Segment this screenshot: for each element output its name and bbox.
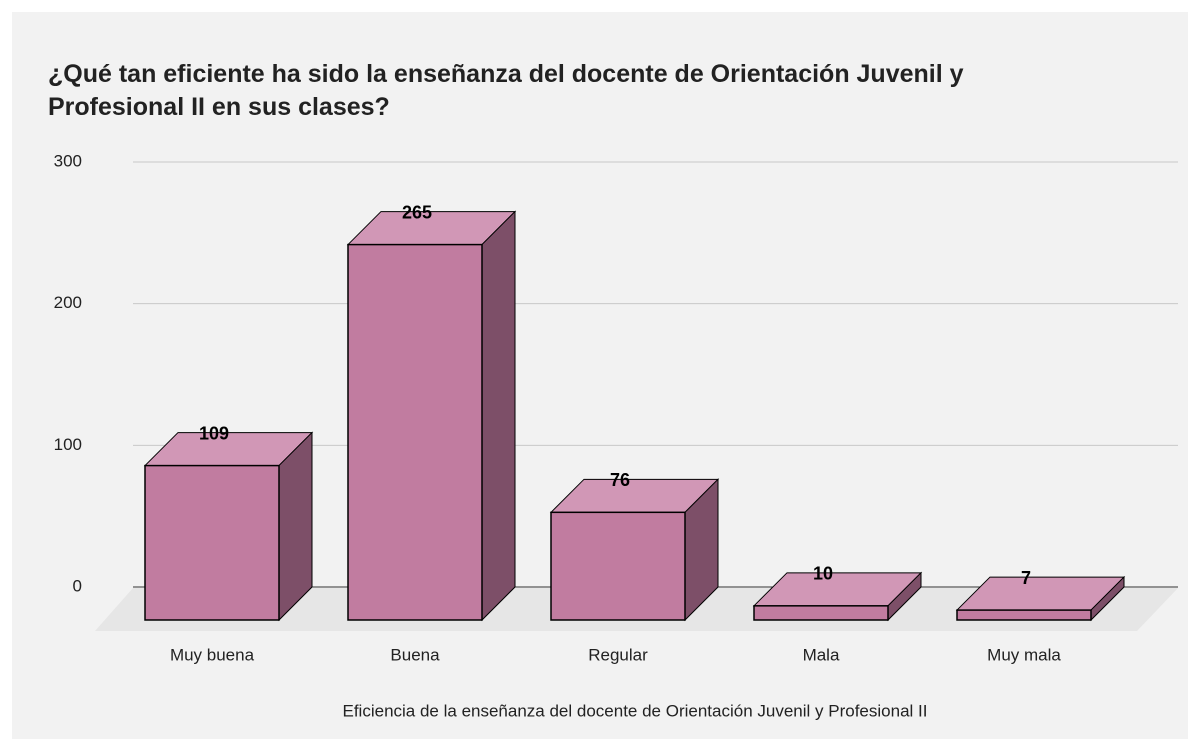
- value-label: 76: [610, 470, 630, 490]
- bar: [144, 464, 280, 621]
- bar: [347, 243, 483, 621]
- y-tick-label: 100: [54, 435, 82, 454]
- chart-title: ¿Qué tan eficiente ha sido la enseñanza …: [48, 60, 964, 121]
- value-label: 265: [402, 202, 432, 222]
- x-tick-label: Muy mala: [987, 645, 1061, 664]
- value-label: 109: [199, 423, 229, 443]
- x-tick-label: Muy buena: [170, 645, 255, 664]
- bar: [753, 605, 889, 621]
- y-tick-label: 200: [54, 293, 82, 312]
- y-tick-label: 0: [73, 576, 82, 595]
- bar-3d: [143, 431, 314, 622]
- x-tick-label: Buena: [390, 645, 440, 664]
- bar-side: [278, 431, 313, 622]
- x-tick-label: Regular: [588, 645, 648, 664]
- bar-3d: [549, 478, 720, 622]
- bar-side: [481, 210, 516, 622]
- bar-3d: [752, 571, 923, 622]
- bar: [550, 511, 686, 621]
- value-label: 7: [1021, 568, 1031, 588]
- bar-3d: [955, 575, 1126, 622]
- bar: [956, 609, 1092, 621]
- x-axis-title: Eficiencia de la enseñanza del docente d…: [343, 701, 928, 720]
- x-tick-label: Mala: [803, 645, 840, 664]
- bar-3d: [346, 210, 517, 622]
- y-tick-label: 300: [54, 151, 82, 170]
- value-label: 10: [813, 564, 833, 584]
